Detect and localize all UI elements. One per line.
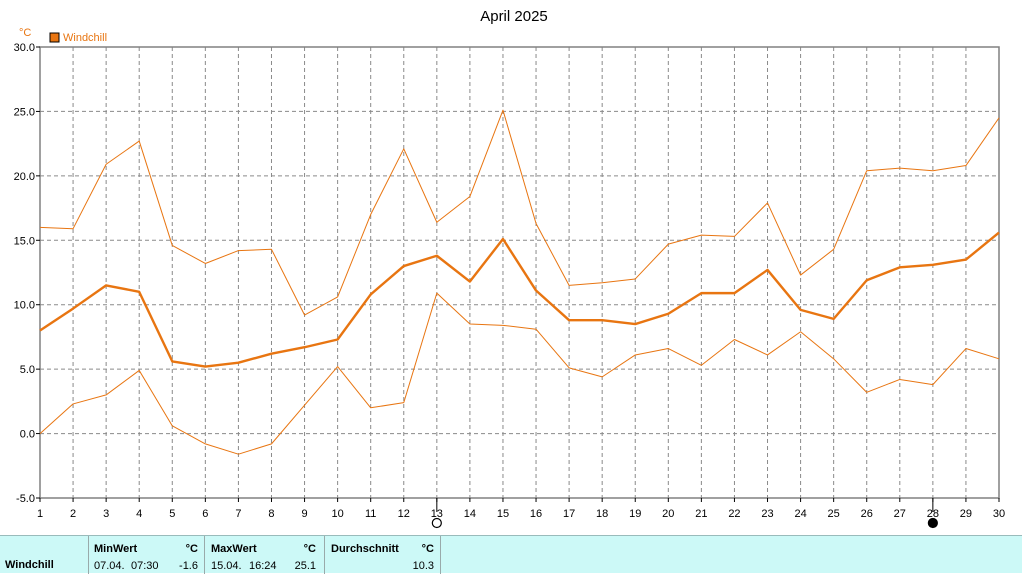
stats-min-cell: MinWert °C 07.04. 07:30 -1.6 (89, 536, 205, 574)
x-tick-label: 3 (103, 508, 109, 520)
plot-area-border (39, 46, 1000, 499)
y-tick-label: 20.0 (14, 171, 35, 183)
x-tick-label: 10 (331, 508, 343, 520)
x-tick-label: 27 (894, 508, 906, 520)
x-tick-label: 26 (861, 508, 873, 520)
x-tick-label: 29 (960, 508, 972, 520)
x-tick-label: 25 (828, 508, 840, 520)
y-tick-label: 15.0 (14, 235, 35, 247)
x-tick-label: 24 (794, 508, 806, 520)
x-tick-label: 14 (464, 508, 476, 520)
x-tick-label: 1 (37, 508, 43, 520)
windchill-chart: April 2025 °C Windchill -5.00.05.010.015… (14, 8, 1005, 529)
x-tick-label: 23 (761, 508, 773, 520)
y-tick-label: 25.0 (14, 106, 35, 118)
min-date: 07.04. (94, 560, 125, 572)
x-tick-label: 4 (136, 508, 142, 520)
stats-row-label: Windchill (5, 559, 54, 571)
min-time: 07:30 (131, 560, 159, 572)
min-header: MinWert (94, 543, 138, 555)
min-unit: °C (185, 543, 198, 555)
avg-header: Durchschnitt (331, 543, 399, 555)
max-header: MaxWert (211, 543, 257, 555)
series-lines (39, 109, 1000, 455)
stats-avg-cell: Durchschnitt °C 10.3 (325, 536, 441, 574)
full-moon-icon (927, 517, 938, 529)
x-tick-label: 21 (695, 508, 707, 520)
max-time: 16:24 (249, 560, 277, 572)
series-line-max (39, 109, 1000, 316)
x-tick-label: 20 (662, 508, 674, 520)
x-tick-label: 16 (530, 508, 542, 520)
max-value: 25.1 (294, 560, 316, 572)
x-tick-label: 12 (398, 508, 410, 520)
max-unit: °C (303, 543, 316, 555)
x-tick-label: 15 (497, 508, 509, 520)
avg-value: 10.3 (412, 560, 434, 572)
x-tick-label: 30 (993, 508, 1005, 520)
x-tick-label: 22 (728, 508, 740, 520)
x-tick-label: 6 (202, 508, 208, 520)
x-tick-label: 28 (927, 508, 939, 520)
y-axis-unit: °C (19, 27, 31, 39)
x-tick-label: 19 (629, 508, 641, 520)
y-tick-label: 0.0 (20, 429, 35, 441)
x-tick-label: 17 (563, 508, 575, 520)
min-value: -1.6 (179, 560, 198, 572)
x-tick-label: 18 (596, 508, 608, 520)
stats-max-cell: MaxWert °C 15.04. 16:24 25.1 (205, 536, 325, 574)
stats-table: Windchill MinWert °C 07.04. 07:30 -1.6 M… (0, 535, 1022, 574)
x-tick-label: 2 (70, 508, 76, 520)
x-tick-label: 9 (301, 508, 307, 520)
day-markers (431, 498, 938, 529)
series-line-min (39, 292, 1000, 455)
chart-title: April 2025 (480, 8, 548, 25)
y-tick-label: 10.0 (14, 300, 35, 312)
grid (40, 47, 999, 498)
y-tick-label: -5.0 (16, 493, 35, 505)
legend-label: Windchill (63, 32, 107, 44)
x-tick-label: 8 (268, 508, 274, 520)
x-tick-label: 11 (365, 508, 376, 520)
x-axis: 1 2 3 4 5 6 7 8 9 10 11 12 13 14 15 16 17 18 19 20 21 22 23 24 2… (37, 498, 1005, 520)
x-tick-label: 13 (431, 508, 443, 520)
new-moon-icon (431, 517, 442, 529)
stats-row-label-cell: Windchill (0, 536, 89, 574)
legend-swatch (49, 32, 60, 43)
y-axis: -5.0 0.0 5.0 10.0 15.0 20.0 25.0 30.0 (14, 42, 40, 505)
max-date: 15.04. (211, 560, 242, 572)
x-tick-label: 5 (169, 508, 175, 520)
y-tick-label: 5.0 (20, 364, 35, 376)
avg-unit: °C (421, 543, 434, 555)
y-tick-label: 30.0 (14, 42, 35, 54)
series-line-avg (39, 231, 1000, 368)
x-tick-label: 7 (235, 508, 241, 520)
